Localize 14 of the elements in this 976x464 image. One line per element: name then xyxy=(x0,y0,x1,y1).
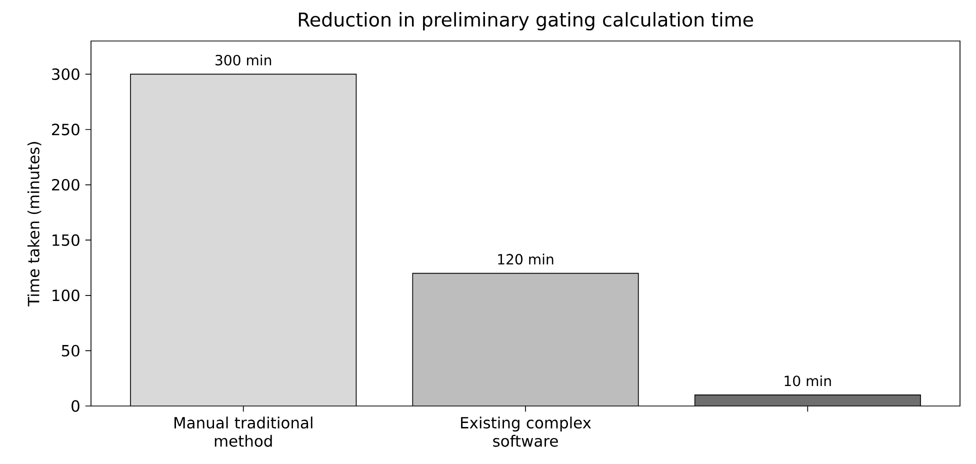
y-tick-label: 0 xyxy=(72,400,80,412)
data-label: 120 min xyxy=(498,254,554,265)
x-tick-label: Manual traditional method xyxy=(174,416,312,447)
y-axis-title: Time taken (minutes) xyxy=(27,142,42,306)
chart-title: Reduction in preliminary gating calculation time xyxy=(298,12,754,30)
data-label: 300 min xyxy=(216,54,272,66)
y-tick-label: 300 xyxy=(52,68,80,80)
y-tick-label: 50 xyxy=(62,344,80,357)
y-tick-label: 100 xyxy=(52,290,80,302)
y-tick-label: 250 xyxy=(52,124,80,136)
y-tick-label: 200 xyxy=(52,178,80,191)
data-label: 10 min xyxy=(784,375,831,386)
y-tick-label: 150 xyxy=(52,234,80,246)
x-tick-label: Existing complex software xyxy=(461,416,591,447)
